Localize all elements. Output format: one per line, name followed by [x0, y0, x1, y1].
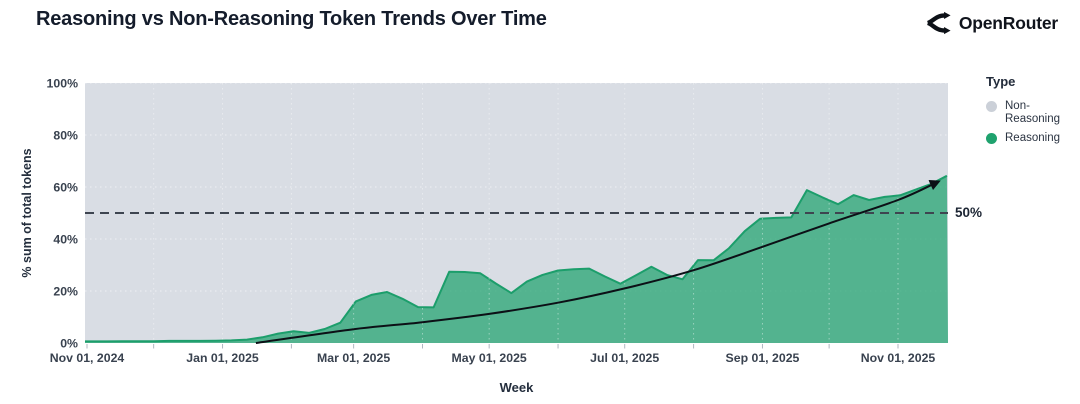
svg-text:20%: 20%: [53, 284, 78, 298]
legend-label: Non-Reasoning: [1005, 100, 1060, 125]
legend-label: Reasoning: [1005, 131, 1060, 144]
x-axis: Nov 01, 2024 Jan 01, 2025 Mar 01, 2025 May …: [50, 351, 936, 365]
svg-text:40%: 40%: [53, 232, 78, 246]
svg-text:Jul 01, 2025: Jul 01, 2025: [590, 351, 659, 365]
non-reasoning-dot-icon: [986, 101, 997, 112]
reasoning-dot-icon: [986, 132, 997, 144]
svg-text:60%: 60%: [53, 180, 78, 194]
svg-text:May 01, 2025: May 01, 2025: [452, 351, 527, 365]
svg-text:0%: 0%: [60, 336, 78, 350]
y-axis: 0% 20% 40% 60% 80% 100%: [47, 76, 79, 350]
svg-text:80%: 80%: [53, 128, 78, 142]
openrouter-icon: [925, 10, 951, 36]
legend-item-non-reasoning[interactable]: Non-Reasoning: [986, 100, 1072, 126]
svg-text:Nov 01, 2025: Nov 01, 2025: [861, 351, 936, 365]
trend-arrow: [255, 180, 941, 344]
x-axis-title: Week: [500, 380, 534, 395]
fifty-percent-annotation: 50%: [955, 205, 983, 220]
brand-logo[interactable]: OpenRouter: [925, 10, 1058, 36]
brand-name: OpenRouter: [958, 12, 1058, 33]
y-axis-title: % sum of total tokens: [20, 148, 34, 277]
svg-text:100%: 100%: [47, 76, 79, 90]
svg-text:Nov 01, 2024: Nov 01, 2024: [50, 351, 125, 365]
legend-title: Type: [986, 74, 1016, 89]
reasoning-area: [85, 174, 948, 343]
svg-text:Mar 01, 2025: Mar 01, 2025: [317, 351, 390, 365]
svg-text:Sep 01, 2025: Sep 01, 2025: [726, 351, 800, 365]
svg-text:Jan 01, 2025: Jan 01, 2025: [186, 351, 259, 365]
chart-legend: Type Non-Reasoning Reasoning: [986, 74, 1072, 151]
page-title: Reasoning vs Non-Reasoning Token Trends …: [36, 8, 547, 30]
x-axis-ticks: [86, 344, 899, 349]
legend-item-reasoning[interactable]: Reasoning: [986, 132, 1072, 145]
